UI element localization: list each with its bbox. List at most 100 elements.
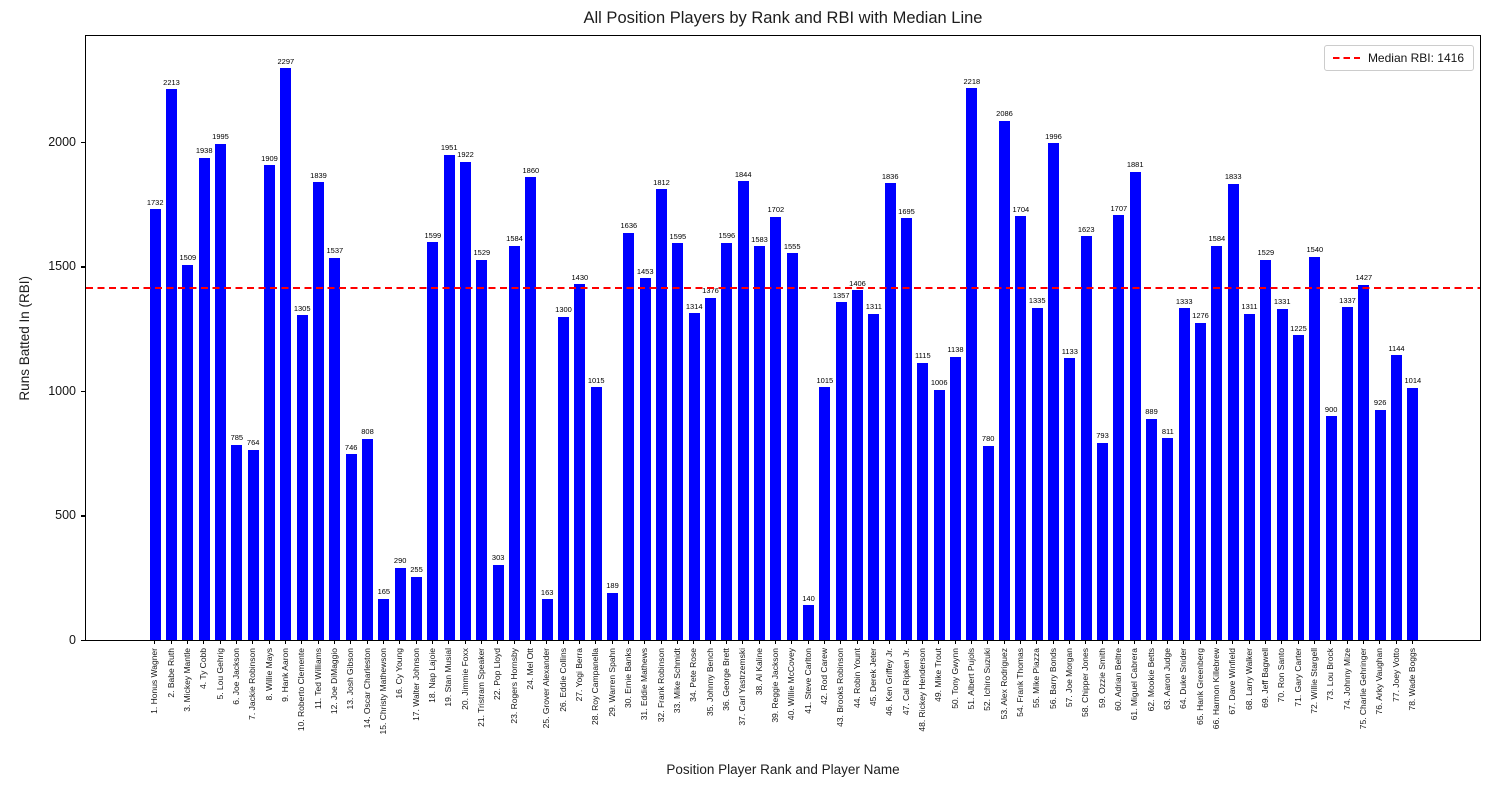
- bar-value-label: 189: [606, 581, 619, 591]
- x-tick-mark: [742, 640, 744, 644]
- x-tick-mark: [1183, 640, 1185, 644]
- bar: [345, 454, 357, 640]
- x-tick-mark: [1199, 640, 1201, 644]
- bar-value-label: 1599: [424, 230, 442, 240]
- bar-value-label: 1133: [1061, 346, 1078, 356]
- y-tick-mark: [81, 142, 85, 144]
- y-tick-mark: [81, 639, 85, 641]
- bar: [1276, 308, 1288, 640]
- bar-value-label: 889: [1145, 407, 1158, 417]
- bar: [541, 599, 553, 640]
- x-tick-label: 11. Ted Williams: [312, 648, 323, 710]
- x-tick-label: 65. Hank Greenberg: [1194, 648, 1205, 726]
- x-tick-mark: [856, 640, 858, 644]
- bar: [754, 246, 765, 640]
- x-tick-label: 6. Joe Jackson: [230, 648, 241, 705]
- bar: [313, 182, 324, 640]
- x-tick-label: 33. Mike Schmidt: [671, 648, 682, 714]
- bar: [247, 449, 259, 640]
- x-tick-label: 58. Chipper Jones: [1080, 648, 1091, 717]
- x-tick-label: 14. Oscar Charleston: [361, 648, 372, 729]
- x-tick-label: 21. Tristram Speaker: [475, 648, 486, 727]
- bar-value-label: 255: [410, 565, 423, 575]
- x-tick-mark: [1101, 640, 1103, 644]
- x-tick-mark: [970, 640, 972, 644]
- x-tick-label: 69. Jeff Bagwell: [1259, 648, 1270, 708]
- x-tick-label: 38. Al Kaline: [753, 648, 764, 696]
- bar: [198, 157, 210, 640]
- x-tick-mark: [382, 640, 384, 644]
- bar: [166, 89, 177, 640]
- x-tick-mark: [546, 640, 548, 644]
- median-line: [86, 286, 1480, 289]
- x-tick-mark: [350, 640, 352, 644]
- x-tick-mark: [709, 640, 711, 644]
- bar: [280, 68, 292, 640]
- bar-value-label: 1636: [620, 221, 638, 231]
- bar-value-label: 1006: [930, 378, 948, 388]
- x-tick-mark: [1264, 640, 1266, 644]
- x-tick-mark: [807, 640, 809, 644]
- x-tick-mark: [938, 640, 940, 644]
- x-tick-mark: [1166, 640, 1168, 644]
- x-tick-mark: [644, 640, 646, 644]
- x-tick-label: 60. Adrian Beltre: [1112, 648, 1123, 711]
- x-tick-label: 54. Frank Thomas: [1014, 648, 1025, 717]
- x-tick-label: 48. Rickey Henderson: [916, 648, 927, 732]
- bar: [656, 189, 667, 640]
- x-tick-mark: [676, 640, 678, 644]
- bar: [1244, 313, 1255, 640]
- bar-value-label: 1595: [669, 231, 687, 241]
- x-tick-mark: [1003, 640, 1005, 644]
- bar: [1407, 387, 1419, 640]
- x-tick-label: 12. Joe DiMaggio: [328, 648, 339, 715]
- bar: [1342, 307, 1353, 640]
- bar: [362, 438, 373, 640]
- bar-value-label: 1583: [751, 234, 768, 244]
- bar-value-label: 1225: [1290, 323, 1307, 333]
- x-tick-label: 24. Mel Ott: [524, 648, 535, 690]
- bar-value-label: 1376: [702, 286, 719, 296]
- x-tick-mark: [627, 640, 629, 644]
- bar-value-label: 1115: [915, 351, 931, 361]
- x-tick-mark: [1150, 640, 1152, 644]
- x-tick-mark: [840, 640, 842, 644]
- bar: [1097, 442, 1108, 640]
- x-tick-label: 51. Albert Pujols: [965, 648, 976, 710]
- bar-value-label: 1305: [293, 303, 311, 313]
- bar: [525, 177, 537, 640]
- x-tick-label: 32. Frank Robinson: [655, 648, 666, 723]
- bar: [1293, 335, 1304, 640]
- x-tick-mark: [872, 640, 874, 644]
- x-tick-mark: [1330, 640, 1332, 644]
- y-tick-label: 0: [69, 632, 76, 647]
- x-tick-label: 1. Honus Wagner: [149, 648, 160, 714]
- bar: [737, 181, 749, 640]
- bar-value-label: 1276: [1192, 311, 1209, 320]
- x-tick-mark: [1281, 640, 1283, 644]
- bar-value-label: 1707: [1110, 203, 1128, 213]
- bar-value-label: 2213: [163, 77, 180, 87]
- bar-value-label: 785: [230, 433, 244, 443]
- x-tick-label: 75. Charlie Gehringer: [1357, 648, 1368, 730]
- bar: [492, 564, 504, 640]
- bar: [443, 154, 455, 640]
- bar-value-label: 290: [393, 556, 407, 566]
- bar-value-label: 1333: [1175, 296, 1193, 306]
- bar: [933, 389, 945, 640]
- x-tick-mark: [497, 640, 499, 644]
- y-tick-label: 1000: [48, 383, 76, 398]
- bar: [590, 387, 602, 640]
- bar: [999, 120, 1010, 640]
- bar-value-label: 793: [1096, 431, 1109, 441]
- x-tick-label: 29. Warren Spahn: [606, 648, 617, 717]
- bar-value-label: 1540: [1306, 245, 1324, 255]
- x-tick-mark: [791, 640, 793, 644]
- bar-value-label: 1922: [457, 150, 474, 160]
- x-tick-label: 8. Willie Mays: [263, 648, 274, 701]
- bar-value-label: 1995: [212, 132, 229, 142]
- bar: [215, 143, 226, 640]
- bar-value-label: 1704: [1012, 204, 1030, 214]
- x-tick-mark: [1379, 640, 1381, 644]
